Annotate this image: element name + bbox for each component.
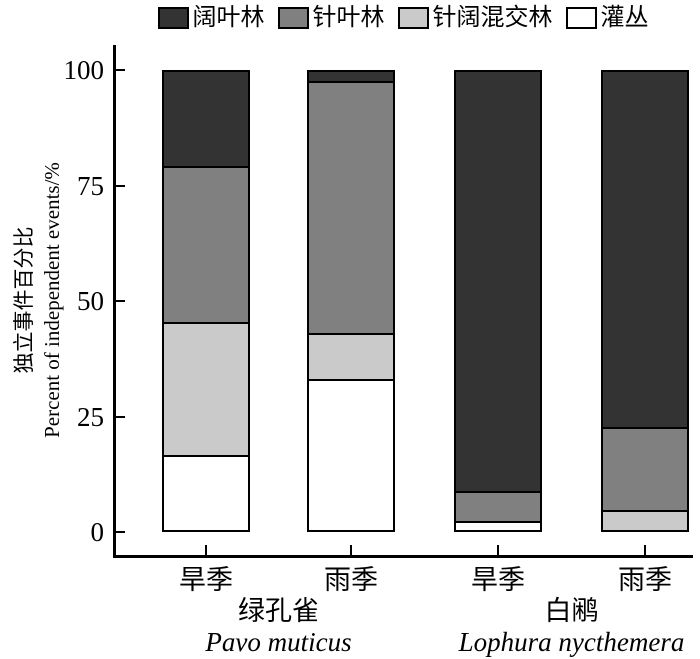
bar <box>454 70 542 532</box>
y-tick <box>116 415 125 418</box>
bar <box>307 70 395 532</box>
y-tick-label: 0 <box>90 517 105 547</box>
bar-segment <box>603 511 687 530</box>
bar-segment <box>309 381 393 530</box>
y-axis-line <box>113 45 116 558</box>
legend-label: 灌丛 <box>600 5 649 31</box>
bar-segment <box>603 72 687 430</box>
bar-segment <box>309 335 393 382</box>
bar-segment <box>603 429 687 512</box>
legend-item: 阔叶林 <box>157 3 265 33</box>
season-label: 雨季 <box>618 565 672 595</box>
legend-swatch <box>157 7 189 29</box>
bar-segment <box>456 523 540 530</box>
season-label: 旱季 <box>179 565 233 595</box>
x-tick <box>497 545 499 555</box>
species-label: Lophura nycthemera <box>458 627 685 657</box>
legend-label: 针阔混交林 <box>432 5 553 31</box>
legend-label: 阔叶林 <box>192 5 265 31</box>
y-axis-label-cn: 独立事件百分比 <box>12 226 36 374</box>
group-label: 白鹇 <box>544 596 599 626</box>
bar-segment <box>164 168 248 324</box>
bar <box>162 70 250 532</box>
legend-item: 针叶林 <box>277 3 385 33</box>
y-tick <box>116 531 125 533</box>
legend: 阔叶林 针叶林 针阔混交林 灌丛 <box>113 3 693 33</box>
bar-segment <box>164 323 248 457</box>
legend-swatch <box>397 7 429 29</box>
legend-item: 针阔混交林 <box>397 3 553 33</box>
legend-swatch <box>277 7 309 29</box>
legend-swatch <box>565 7 597 29</box>
y-tick-label: 50 <box>77 286 104 316</box>
y-tick <box>116 184 125 187</box>
y-tick-label: 75 <box>77 170 104 201</box>
y-tick-label: 25 <box>77 401 104 432</box>
bar <box>601 70 689 532</box>
y-tick-label: 100 <box>63 55 105 85</box>
legend-item: 灌丛 <box>565 3 649 33</box>
bar-segment <box>456 72 540 494</box>
species-label: Pavo muticus <box>205 627 352 657</box>
season-label: 旱季 <box>471 565 525 595</box>
x-tick <box>644 545 646 555</box>
bar-segment <box>456 493 540 524</box>
legend-label: 针叶林 <box>312 5 385 31</box>
x-tick <box>205 545 207 555</box>
group-label: 绿孔雀 <box>238 596 319 626</box>
bar-segment <box>164 456 248 530</box>
bar-segment <box>164 72 248 169</box>
y-tick <box>116 300 125 302</box>
season-label: 雨季 <box>324 565 378 595</box>
x-axis-line <box>113 555 693 558</box>
y-tick <box>116 69 125 71</box>
x-tick <box>350 545 352 555</box>
bar-segment <box>309 72 393 84</box>
bar-segment <box>309 83 393 336</box>
